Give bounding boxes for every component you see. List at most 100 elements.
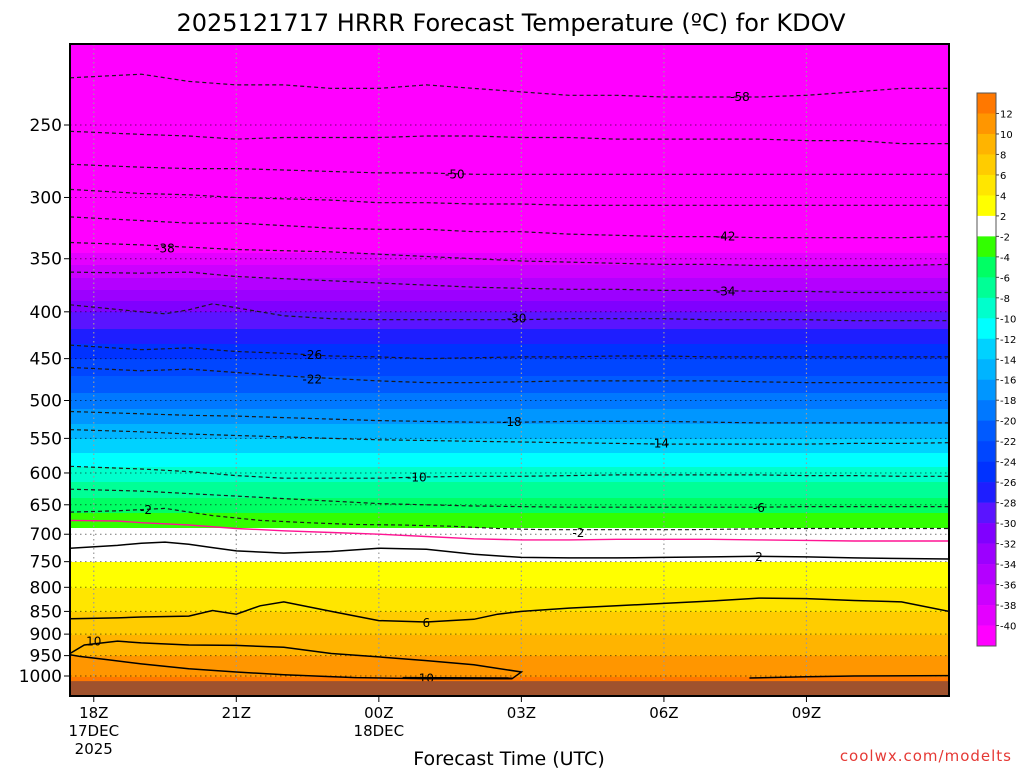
contour-line [70, 366, 949, 384]
x-tick-label: 09Z [792, 704, 821, 722]
y-tick-label: 800 [30, 578, 62, 598]
colorbar-swatch [977, 400, 996, 422]
colorbar-swatch [977, 359, 996, 381]
contour-label: -22 [303, 372, 323, 386]
colorbar-label: -28 [1000, 499, 1016, 510]
x-tick-date: 17DEC [68, 722, 119, 740]
colorbar-swatch [977, 420, 996, 442]
colorbar-label: -10 [1000, 314, 1016, 325]
colorbar-swatch [977, 318, 996, 340]
x-tick-date: 18DEC [354, 722, 405, 740]
colorbar: -40-38-36-34-32-30-28-26-24-22-20-18-16-… [976, 92, 1016, 647]
temperature-field [70, 44, 949, 696]
colorbar-label: -8 [1000, 294, 1010, 305]
colorbar-label: -34 [1000, 560, 1016, 571]
colorbar-label: 8 [1000, 150, 1006, 161]
colorbar-label: 10 [1000, 130, 1013, 141]
plot-frame [69, 43, 950, 697]
colorbar-swatch [977, 625, 996, 647]
contour-label: -34 [716, 284, 736, 298]
contour-line [70, 271, 949, 294]
x-tick-label: 00Z [364, 704, 393, 722]
colorbar-swatch [977, 523, 996, 544]
y-tick-label: 1000 [19, 667, 62, 687]
contour-label: -38 [155, 241, 175, 255]
chart-title: 2025121717 HRRR Forecast Temperature (ºC… [176, 9, 846, 37]
y-tick-label: 550 [30, 429, 62, 449]
contour-label: -26 [303, 348, 323, 362]
colorbar-label: -22 [1000, 437, 1016, 448]
contour-label: -2 [572, 526, 584, 540]
contour-label: -10 [407, 471, 427, 485]
colorbar-swatch [977, 113, 996, 135]
contour-line [70, 597, 949, 623]
x-tick-label: 06Z [649, 704, 678, 722]
colorbar-swatch [977, 564, 996, 585]
grid-lines [70, 44, 949, 696]
contour-label: -14 [649, 436, 669, 450]
plot-area: -58-50-42-38-34-30-26-22-18-14-10-6-2-22… [70, 44, 949, 696]
contour-label: -2 [140, 503, 152, 517]
colorbar-swatch [977, 256, 996, 278]
colorbar-swatch [977, 482, 996, 503]
colorbar-label: -38 [1000, 601, 1016, 612]
contour-line [70, 488, 949, 508]
colorbar-swatch [977, 297, 996, 319]
colorbar-frame [976, 92, 997, 647]
colorbar-label: -6 [1000, 273, 1010, 284]
contour-line [70, 519, 949, 542]
colorbar-swatch [977, 379, 996, 401]
colorbar-label: -26 [1000, 478, 1016, 489]
colorbar-label: -20 [1000, 417, 1016, 428]
contour-line [70, 163, 949, 175]
contour-label: -50 [445, 167, 465, 181]
contour-line [70, 465, 949, 479]
colorbar-label: 6 [1000, 171, 1006, 182]
colorbar-swatch [977, 154, 996, 176]
colorbar-label: -32 [1000, 540, 1016, 551]
contour-label: 2 [755, 550, 763, 564]
contour-line [70, 130, 949, 145]
y-tick-label: 950 [30, 647, 62, 667]
contour-line [70, 73, 949, 98]
colorbar-swatch [977, 338, 996, 360]
contour-line [70, 303, 949, 322]
colorbar-label: -18 [1000, 396, 1016, 407]
contour-line [70, 541, 949, 560]
contour-label: 10 [86, 635, 101, 649]
colorbar-swatch [977, 236, 996, 258]
y-axis: 250 300 350 400 450 500 550 600 650 700 750 800 850 9… [19, 116, 70, 687]
contour-line [70, 344, 949, 360]
y-tick-label: 900 [30, 625, 62, 645]
contour-label: -30 [507, 312, 527, 326]
colorbar-label: -36 [1000, 581, 1016, 592]
y-tick-label: 450 [30, 350, 62, 370]
credit-link[interactable]: coolwx.com/modelts [840, 747, 1012, 765]
contour-label: -42 [716, 230, 736, 244]
colorbar-swatch [977, 93, 996, 114]
contour-label: 6 [423, 616, 431, 630]
contour-label: -58 [730, 90, 750, 104]
y-tick-label: 350 [30, 250, 62, 270]
y-tick-label: 600 [30, 464, 62, 484]
x-tick-label: 18Z [79, 704, 108, 722]
contour-lines: -58-50-42-38-34-30-26-22-18-14-10-6-2-22… [70, 73, 949, 685]
contour-line [70, 188, 949, 206]
colorbar-label: -14 [1000, 355, 1016, 366]
colorbar-label: -24 [1000, 458, 1016, 469]
colorbar-swatch [977, 277, 996, 299]
colorbar-label: -30 [1000, 519, 1016, 530]
colorbar-swatch [977, 461, 996, 483]
y-tick-label: 500 [30, 392, 62, 412]
y-tick-label: 300 [30, 188, 62, 208]
contour-line [70, 640, 524, 680]
y-tick-label: 400 [30, 303, 62, 323]
contour-line [70, 507, 949, 531]
colorbar-label: -4 [1000, 253, 1010, 264]
ground-surface [70, 681, 949, 696]
x-axis-label: Forecast Time (UTC) [413, 748, 604, 768]
contour-label: -6 [753, 501, 765, 515]
colorbar-swatch [977, 605, 996, 626]
